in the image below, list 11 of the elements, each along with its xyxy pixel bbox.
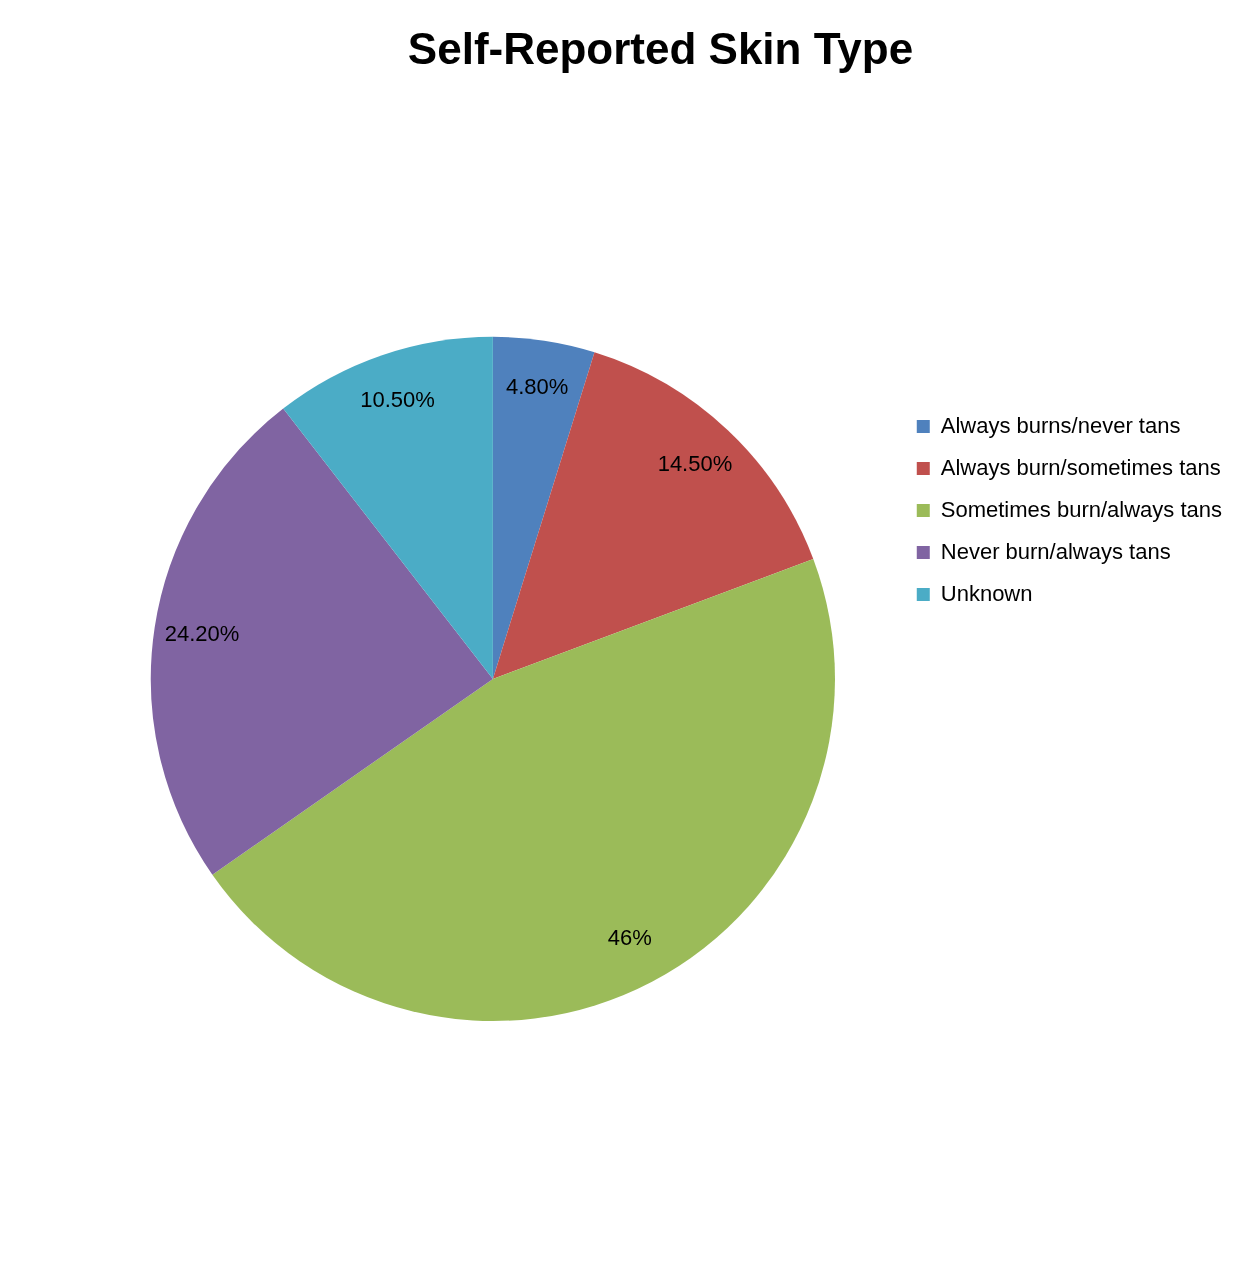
legend-label: Always burns/never tans: [940, 412, 1181, 438]
data-label: 46%: [607, 925, 652, 951]
legend-label: Sometimes burn/always tans: [940, 496, 1222, 522]
data-label: 10.50%: [360, 386, 435, 412]
legend-label: Always burn/sometimes tans: [940, 454, 1221, 480]
chart-title: Self-Reported Skin Type: [407, 23, 914, 73]
legend-label: Never burn/always tans: [940, 538, 1171, 564]
data-label: 14.50%: [657, 451, 733, 477]
legend-label: Unknown: [940, 580, 1033, 606]
data-label: 24.20%: [164, 620, 240, 646]
data-label: 4.80%: [505, 374, 569, 400]
